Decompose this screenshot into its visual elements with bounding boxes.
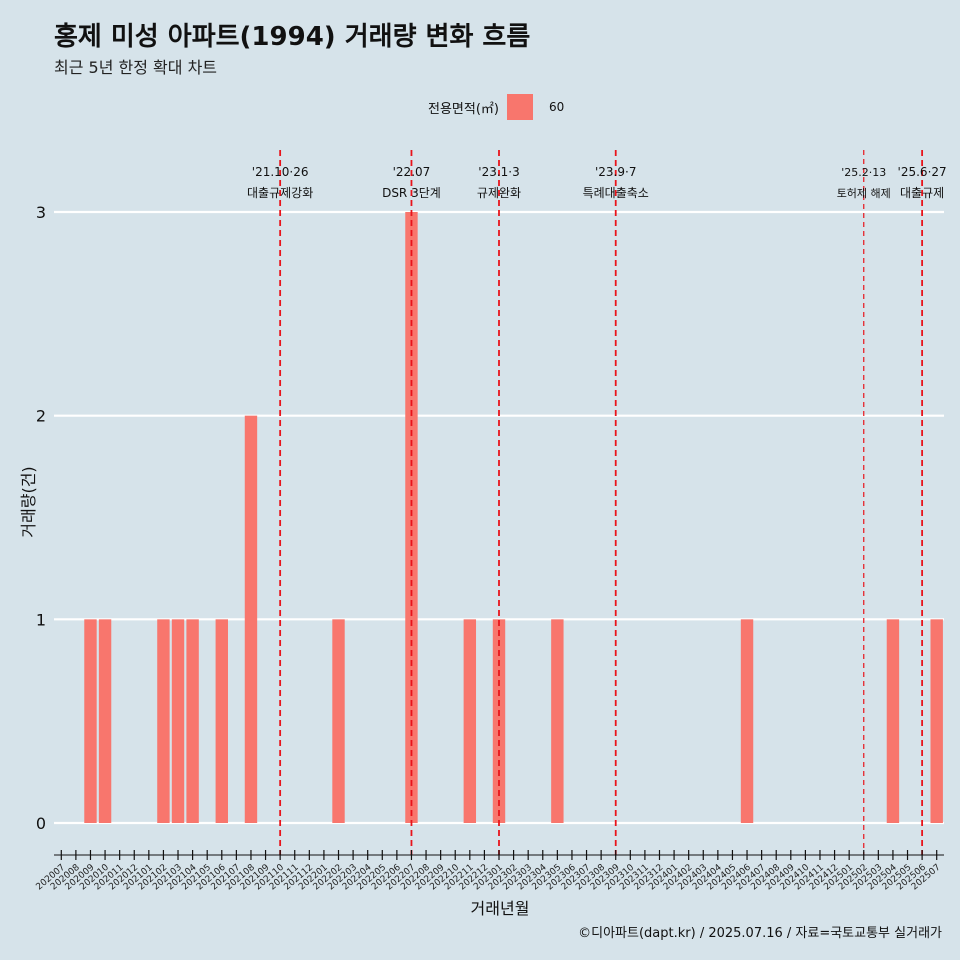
bar [886, 619, 900, 823]
legend-title: 전용면적(㎡) [428, 101, 499, 117]
bar [405, 212, 418, 823]
bar [244, 415, 258, 823]
y-tick-label: 0 [36, 814, 46, 833]
bar [551, 619, 564, 823]
annotation-label: 특례대출축소 [583, 186, 649, 200]
source-caption: ©디아파트(dapt.kr) / 2025.07.16 / 자료=국토교통부 실… [578, 926, 942, 941]
annotation-label: DSR 3단계 [382, 186, 441, 200]
annotation-date: '22.07 [393, 165, 431, 179]
x-axis-title: 거래년월 [471, 899, 530, 918]
bar [98, 619, 112, 823]
annotation-label: 규제완화 [477, 186, 521, 200]
legend: 전용면적(㎡) 60 [428, 94, 564, 120]
annotation-date: '23.1·3 [478, 165, 519, 179]
legend-swatch-60 [506, 94, 533, 120]
legend-item-label: 60 [548, 100, 565, 114]
bar [463, 619, 477, 823]
annotation-date: '25.6·27 [898, 165, 947, 179]
chart-subtitle: 최근 5년 한정 확대 차트 [54, 58, 218, 77]
bar [157, 619, 170, 823]
annotation-label: 대출규제강화 [247, 186, 313, 200]
bar [332, 619, 345, 823]
annotation-date: '21.10·26 [252, 165, 309, 179]
annotation-label: 대출규제 [900, 186, 944, 200]
bar [930, 619, 943, 823]
y-tick-label: 2 [36, 407, 46, 426]
annotation-date: '25.2·13 [841, 166, 886, 179]
chart-title: 홍제 미성 아파트(1994) 거래량 변화 흐름 [54, 22, 531, 52]
bar [84, 619, 97, 823]
annotation-date: '23.9·7 [595, 165, 636, 179]
y-axis-title: 거래량(건) [19, 466, 38, 537]
bar [215, 619, 228, 823]
bar [171, 619, 185, 823]
bar [186, 619, 199, 823]
annotation-label: 토허제 해제 [837, 186, 891, 200]
bar [740, 619, 754, 823]
y-tick-label: 3 [36, 203, 46, 222]
y-tick-label: 1 [36, 610, 46, 629]
